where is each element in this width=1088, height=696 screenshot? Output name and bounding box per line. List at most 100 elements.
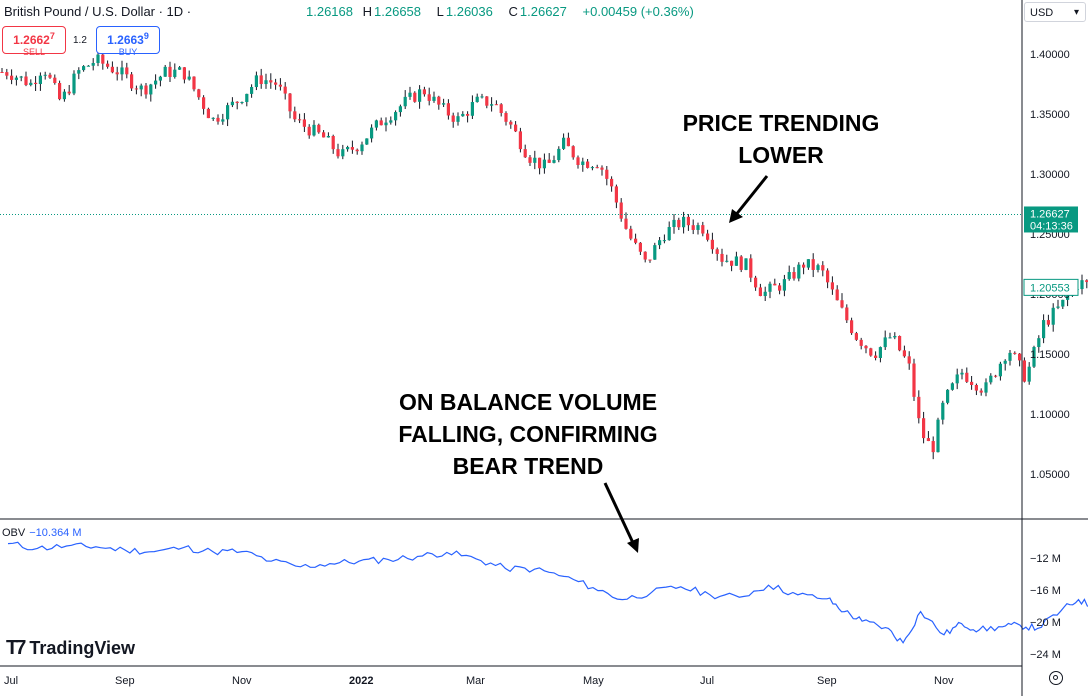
candle <box>226 102 230 127</box>
candle <box>811 253 815 278</box>
candle <box>293 106 297 123</box>
candle <box>758 283 762 297</box>
candle <box>744 258 748 271</box>
candle <box>322 130 326 138</box>
candle <box>792 267 796 281</box>
settings-icon[interactable] <box>1049 671 1063 685</box>
candle <box>696 222 700 235</box>
candle <box>590 166 594 171</box>
candle <box>734 251 738 266</box>
candle <box>72 70 76 96</box>
candle <box>48 72 52 79</box>
candle <box>576 155 580 169</box>
candle <box>610 176 614 192</box>
candle <box>830 276 834 295</box>
candle <box>662 234 666 244</box>
candle <box>302 113 306 133</box>
candle <box>749 254 753 283</box>
obv-tick-label: −20 M <box>1030 617 1061 629</box>
candle <box>619 198 623 222</box>
candle <box>917 390 921 424</box>
candle <box>350 140 354 154</box>
candle <box>307 124 311 139</box>
x-tick-label: May <box>583 675 604 687</box>
candle <box>211 117 215 121</box>
candle <box>950 382 954 391</box>
candle <box>869 347 873 357</box>
candle <box>1056 299 1060 310</box>
candle <box>518 127 522 153</box>
candle <box>547 153 551 164</box>
candle <box>1051 303 1055 332</box>
candle <box>850 317 854 335</box>
candle <box>288 93 292 119</box>
candle <box>1037 335 1041 353</box>
candle <box>682 211 686 234</box>
candle <box>533 150 537 170</box>
spread-label: 1.2 <box>73 35 87 46</box>
candle <box>254 71 258 91</box>
candle <box>859 337 863 350</box>
candle <box>1046 314 1050 327</box>
candle <box>475 93 479 103</box>
obv-legend[interactable]: OBV −10.364 M <box>2 527 82 539</box>
candle <box>1018 353 1022 367</box>
candle <box>125 62 129 79</box>
candle <box>845 304 849 324</box>
candle <box>370 124 374 143</box>
candle <box>782 274 786 297</box>
tradingview-logo[interactable]: T7 TradingView <box>6 636 135 660</box>
candle <box>739 255 743 273</box>
candle <box>158 75 162 87</box>
open-value: 1.26168 <box>306 4 353 19</box>
candle <box>778 283 782 295</box>
candle <box>504 111 508 126</box>
candle <box>144 82 148 99</box>
candle <box>523 144 527 158</box>
candle <box>874 351 878 361</box>
candle <box>120 60 124 81</box>
candle <box>470 95 474 120</box>
candle <box>154 74 158 89</box>
candle <box>413 91 417 103</box>
y-tick-label: 1.15000 <box>1030 349 1070 361</box>
candle <box>1061 299 1065 310</box>
candle <box>326 132 330 138</box>
candle <box>720 248 724 267</box>
sell-button[interactable]: 1.26627 SELL <box>2 26 66 57</box>
candle <box>931 436 935 460</box>
candle <box>614 184 618 209</box>
candle <box>192 76 196 92</box>
candle <box>970 375 974 390</box>
candle <box>1003 359 1007 371</box>
y-tick-label: 1.05000 <box>1030 469 1070 481</box>
candle <box>600 165 604 176</box>
annotation-price: PRICE TRENDING LOWER <box>682 110 880 168</box>
candle <box>1008 349 1012 366</box>
candle <box>965 367 969 384</box>
candle <box>274 78 278 90</box>
candle <box>206 107 210 119</box>
candle <box>922 411 926 444</box>
arrow-price <box>729 175 769 223</box>
candle <box>763 286 767 302</box>
candle <box>106 60 110 69</box>
candle <box>826 268 830 289</box>
candle <box>384 117 388 132</box>
currency-selector[interactable]: USD <box>1024 2 1086 23</box>
candle <box>173 63 177 79</box>
candle <box>264 73 268 89</box>
high-value: 1.26658 <box>374 4 422 19</box>
candle <box>466 111 470 123</box>
y-tick-label: 1.40000 <box>1030 49 1070 61</box>
y-tick-label: 1.10000 <box>1030 409 1070 421</box>
current-price-label: 1.26627 <box>1030 208 1070 220</box>
candle <box>605 166 609 186</box>
x-tick-label: Nov <box>232 675 252 687</box>
candle <box>557 146 561 163</box>
candle <box>643 251 647 263</box>
buy-button[interactable]: 1.26639 BUY <box>96 26 160 57</box>
obv-tick-label: −12 M <box>1030 553 1061 565</box>
candle <box>163 64 167 77</box>
